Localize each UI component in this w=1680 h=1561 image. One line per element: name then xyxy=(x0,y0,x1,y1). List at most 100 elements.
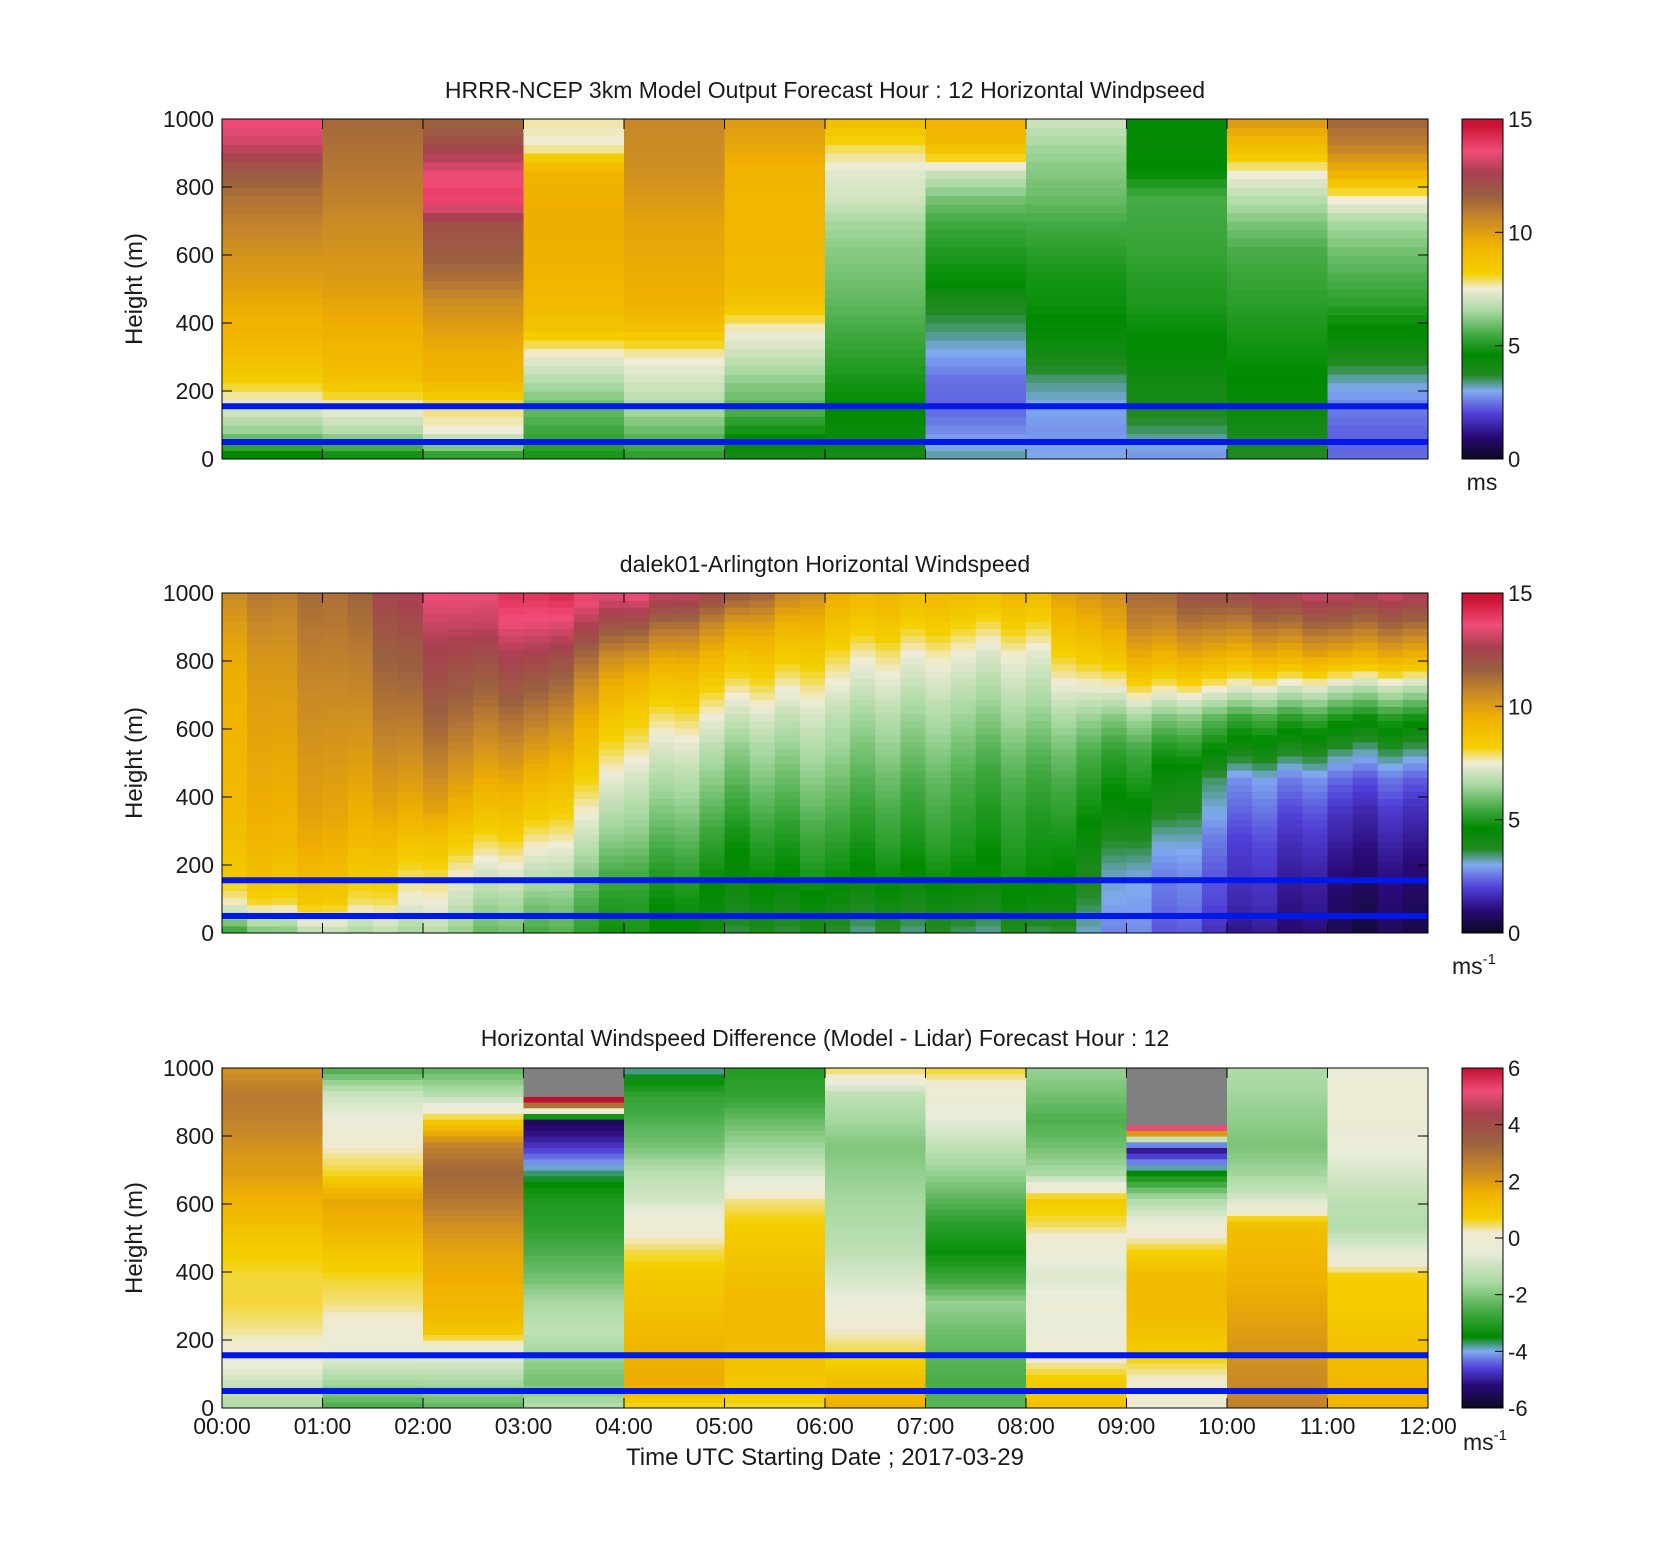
heatmap-cell xyxy=(699,670,726,679)
heatmap-cell xyxy=(925,649,952,658)
heatmap-cell xyxy=(975,628,1002,637)
heatmap-cell xyxy=(699,918,726,927)
heatmap-cell xyxy=(649,678,675,686)
heatmap-cell xyxy=(573,600,600,608)
heatmap-cell xyxy=(397,685,424,693)
heatmap-cell xyxy=(297,692,324,700)
heatmap-cell xyxy=(222,1170,324,1177)
heatmap-cell xyxy=(347,755,374,764)
heatmap-cell xyxy=(498,663,525,672)
heatmap-cell xyxy=(724,670,751,679)
heatmap-cell xyxy=(1302,621,1329,630)
heatmap-cell xyxy=(523,297,625,307)
heatmap-cell xyxy=(825,357,927,367)
heatmap-cell xyxy=(272,621,298,630)
heatmap-cell xyxy=(523,770,550,778)
heatmap-cell xyxy=(624,656,650,665)
heatmap-cell xyxy=(875,600,901,608)
heatmap-cell xyxy=(674,720,700,729)
heatmap-cell xyxy=(1227,897,1253,906)
heatmap-cell xyxy=(498,763,525,771)
heatmap-cell xyxy=(322,1277,424,1284)
heatmap-cell xyxy=(1026,212,1128,222)
heatmap-cell xyxy=(1302,869,1329,877)
heatmap-cell xyxy=(724,862,751,870)
heatmap-cell xyxy=(1151,798,1178,807)
heatmap-cell xyxy=(247,855,273,863)
heatmap-cell xyxy=(1327,348,1428,358)
heatmap-cell xyxy=(523,883,550,892)
heatmap-cell xyxy=(724,246,826,256)
heatmap-cell xyxy=(548,770,575,778)
heatmap-cell xyxy=(1327,1255,1428,1262)
heatmap-cell xyxy=(1126,1226,1228,1233)
heatmap-cell xyxy=(774,763,801,771)
heatmap-cell xyxy=(523,1164,625,1171)
heatmap-cell xyxy=(423,1204,525,1211)
heatmap-cell xyxy=(724,170,826,180)
heatmap-cell xyxy=(925,204,1027,214)
heatmap-cell xyxy=(498,925,525,933)
heatmap-cell xyxy=(925,1238,1027,1245)
heatmap-cell xyxy=(825,450,927,459)
heatmap-cell xyxy=(523,272,625,282)
heatmap-cell xyxy=(322,763,349,771)
heatmap-cell xyxy=(423,1277,525,1284)
heatmap-cell xyxy=(724,1255,826,1262)
heatmap-cell xyxy=(1277,904,1303,913)
heatmap-cell xyxy=(473,621,499,630)
heatmap-cell xyxy=(1227,153,1329,163)
heatmap-cell xyxy=(1126,755,1153,764)
heatmap-cell xyxy=(372,855,399,863)
heatmap-cell xyxy=(875,713,901,722)
heatmap-cell xyxy=(1176,777,1203,785)
heatmap-cell xyxy=(674,593,700,601)
heatmap-cell xyxy=(825,1164,927,1171)
heatmap-cell xyxy=(674,713,700,722)
heatmap-cell xyxy=(925,127,1027,137)
heatmap-cell xyxy=(598,593,625,601)
heatmap-cell xyxy=(950,840,977,849)
heatmap-cell xyxy=(1051,848,1077,856)
heatmap-cell xyxy=(397,890,424,899)
heatmap-cell xyxy=(724,1153,826,1160)
heatmap-cell xyxy=(222,1204,324,1211)
heatmap-cell xyxy=(724,1266,826,1273)
heatmap-cell xyxy=(1126,862,1153,870)
heatmap-cell xyxy=(322,1130,424,1137)
heatmap-cell xyxy=(875,748,901,757)
heatmap-cell xyxy=(523,621,550,630)
heatmap-cell xyxy=(1352,890,1379,899)
heatmap-cell xyxy=(322,670,349,679)
heatmap-cell xyxy=(1026,848,1052,856)
heatmap-cell xyxy=(423,685,449,693)
heatmap-cell xyxy=(624,1073,726,1080)
heatmap-cell xyxy=(900,826,927,835)
heatmap-cell xyxy=(825,1306,927,1313)
heatmap-cell xyxy=(699,763,726,771)
heatmap-cell xyxy=(297,777,324,785)
heatmap-cell xyxy=(222,1334,324,1341)
heatmap-cell xyxy=(1302,755,1329,764)
heatmap-cell xyxy=(825,678,851,686)
heatmap-cell xyxy=(825,748,851,757)
heatmap-cell xyxy=(573,692,600,700)
heatmap-cell xyxy=(1076,642,1102,651)
x-tick-label: 04:00 xyxy=(595,1413,653,1439)
heatmap-cell xyxy=(850,855,876,863)
heatmap-cell xyxy=(1227,855,1253,863)
heatmap-cell xyxy=(322,255,424,265)
heatmap-cell xyxy=(1227,1289,1329,1296)
heatmap-cell xyxy=(724,221,826,231)
heatmap-cell xyxy=(1101,621,1128,630)
x-axis-ticks xyxy=(221,119,1429,459)
heatmap-cell xyxy=(573,678,600,686)
heatmap-cell xyxy=(473,692,499,700)
heatmap-cell xyxy=(825,340,927,350)
heatmap-cell xyxy=(1126,1158,1228,1165)
heatmap-cell xyxy=(1026,1107,1128,1114)
heatmap-cell xyxy=(774,642,801,651)
heatmap-cell xyxy=(774,663,801,672)
heatmap-cell xyxy=(724,777,751,785)
heatmap-cell xyxy=(925,119,1027,129)
